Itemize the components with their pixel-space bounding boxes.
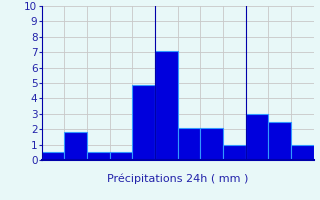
X-axis label: Précipitations 24h ( mm ): Précipitations 24h ( mm )	[107, 174, 248, 184]
Bar	[132, 85, 155, 160]
Bar	[155, 51, 178, 160]
Bar	[178, 128, 200, 160]
Bar	[223, 145, 246, 160]
Bar	[291, 145, 314, 160]
Bar	[87, 152, 109, 160]
Bar	[42, 152, 64, 160]
Bar	[200, 128, 223, 160]
Bar	[268, 121, 291, 160]
Bar	[109, 152, 132, 160]
Bar	[64, 132, 87, 160]
Bar	[246, 114, 268, 160]
